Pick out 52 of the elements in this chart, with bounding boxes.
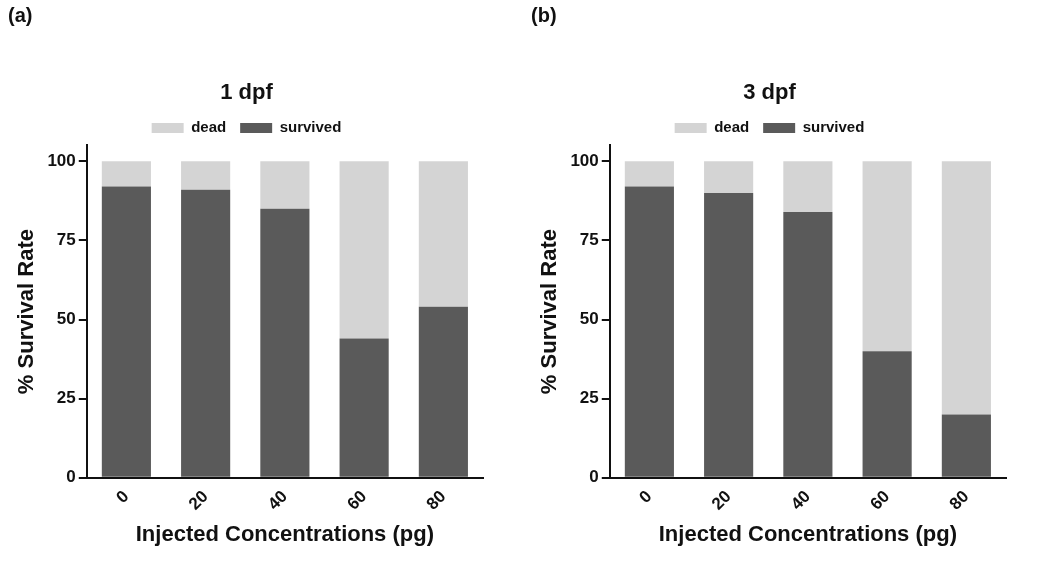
x-tick-label: 40 <box>264 486 292 514</box>
bar <box>862 351 912 477</box>
chart-title: 1 dpf <box>220 79 274 105</box>
bar <box>260 208 310 477</box>
legend-label: survived <box>279 118 342 136</box>
bar <box>624 161 674 187</box>
x-tick-label: 60 <box>343 486 371 514</box>
y-tick-label: 0 <box>589 467 599 487</box>
bar <box>260 161 310 209</box>
x-tick-label: 20 <box>707 486 735 514</box>
legend-label: dead <box>714 118 750 136</box>
bar <box>862 161 912 352</box>
x-tick-label: 60 <box>866 486 894 514</box>
bar <box>101 161 151 187</box>
x-tick-label: 40 <box>787 486 815 514</box>
legend-label: survived <box>802 118 865 136</box>
text: (b) <box>531 3 557 26</box>
bar <box>704 192 754 477</box>
bar <box>181 189 231 477</box>
text: (a) <box>8 3 33 26</box>
y-tick-label: 25 <box>56 388 76 408</box>
y-tick-label: 25 <box>579 388 599 408</box>
bar <box>339 161 389 339</box>
y-tick-label: 100 <box>47 150 76 170</box>
legend-label: dead <box>191 118 227 136</box>
y-tick-label: 75 <box>56 230 76 250</box>
bar <box>101 186 151 477</box>
bar <box>704 161 754 193</box>
y-tick-label: 50 <box>579 309 599 329</box>
x-axis-title: Injected Concentrations (pg) <box>135 520 435 546</box>
x-tick-label: 80 <box>422 486 450 514</box>
x-axis-title: Injected Concentrations (pg) <box>658 520 958 546</box>
bar <box>624 186 674 477</box>
bar <box>941 414 991 477</box>
bar <box>339 338 389 477</box>
bar <box>181 161 231 190</box>
y-axis-title: % Survival Rate <box>536 229 562 395</box>
y-axis-title: % Survival Rate <box>13 229 39 395</box>
x-tick-label: 20 <box>184 486 212 514</box>
bar <box>783 211 833 477</box>
x-tick-label: 80 <box>945 486 973 514</box>
y-tick-label: 0 <box>66 467 76 487</box>
y-tick-label: 75 <box>579 230 599 250</box>
bar <box>941 161 991 415</box>
bar <box>783 161 833 212</box>
x-tick-label: 0 <box>112 486 133 507</box>
bar <box>418 306 468 477</box>
bar <box>418 161 468 307</box>
x-tick-label: 0 <box>635 486 656 507</box>
y-tick-label: 50 <box>56 309 76 329</box>
y-tick-label: 100 <box>570 150 599 170</box>
chart-title: 3 dpf <box>743 79 797 105</box>
